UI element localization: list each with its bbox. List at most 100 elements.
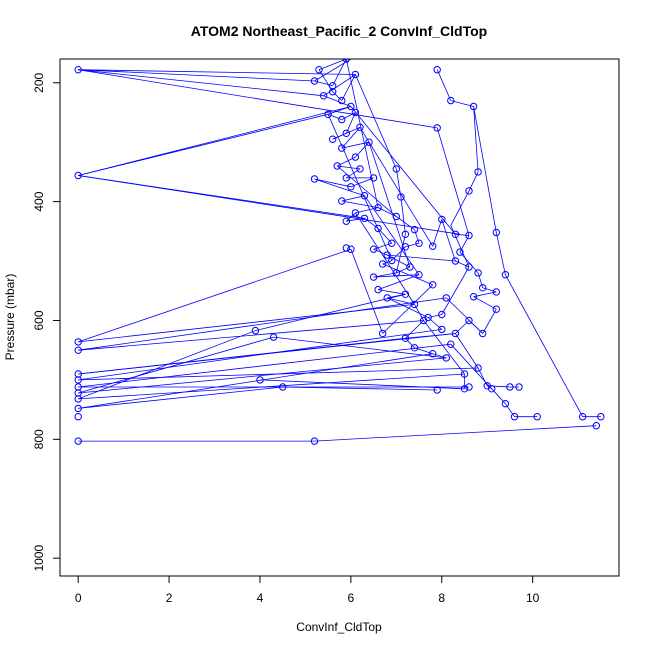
data-point xyxy=(74,376,82,384)
data-point xyxy=(438,325,446,334)
data-point xyxy=(319,92,328,100)
series-line-segment xyxy=(282,386,438,391)
data-point xyxy=(383,294,391,302)
series-line-segment xyxy=(259,379,465,390)
series-line-segment xyxy=(337,165,361,170)
x-tick-label: 0 xyxy=(75,591,82,605)
series-line-segment xyxy=(436,69,452,101)
data-point xyxy=(347,183,355,191)
series-line-segment xyxy=(364,195,420,275)
series-line-segment xyxy=(78,297,447,351)
series-line-segment xyxy=(332,126,361,140)
series-line-segment xyxy=(314,425,597,442)
series-line-segment xyxy=(78,353,433,409)
data-point xyxy=(338,144,346,152)
series-line-segment xyxy=(459,251,479,274)
series-line-segment xyxy=(395,234,406,273)
data-point xyxy=(401,243,410,251)
y-tick-label: 200 xyxy=(32,72,46,92)
series-line-segment xyxy=(450,225,470,268)
y-tick-label: 1000 xyxy=(32,545,46,572)
data-point xyxy=(329,88,337,96)
series-line-segment xyxy=(414,229,420,244)
series-line-segment xyxy=(455,260,470,268)
data-point xyxy=(365,138,373,146)
data-point xyxy=(310,437,319,445)
data-point xyxy=(351,70,360,79)
data-point xyxy=(442,354,450,362)
series-line-segment xyxy=(387,297,415,305)
data-point xyxy=(465,263,473,271)
data-point xyxy=(433,66,441,74)
data-point xyxy=(474,364,482,372)
data-point xyxy=(460,370,469,378)
data-point xyxy=(342,174,350,182)
series-line-segment xyxy=(505,403,515,417)
x-tick-label: 6 xyxy=(348,591,355,605)
series-line-segment xyxy=(350,177,374,188)
series-line-segment xyxy=(382,284,433,334)
data-point xyxy=(279,383,287,391)
data-point xyxy=(397,193,405,201)
series-line-segment xyxy=(450,100,474,107)
series-line-segment xyxy=(78,337,406,375)
data-point xyxy=(374,224,382,233)
data-point xyxy=(492,288,500,296)
data-point xyxy=(469,293,478,301)
data-point xyxy=(433,386,441,394)
series-line-segment xyxy=(405,320,424,339)
data-point xyxy=(401,290,410,298)
data-point xyxy=(433,124,441,132)
data-point xyxy=(74,395,82,403)
data-point xyxy=(342,217,350,225)
data-point xyxy=(447,96,455,105)
series-line-segment xyxy=(428,314,442,318)
data-point xyxy=(338,115,346,124)
series-line-segment xyxy=(78,69,315,82)
data-point xyxy=(342,244,350,252)
data-point xyxy=(460,385,469,393)
series-line-segment xyxy=(450,343,492,390)
data-point xyxy=(410,344,419,352)
series-line-segment xyxy=(396,266,411,274)
data-point xyxy=(74,171,82,180)
series-line-segment xyxy=(446,297,483,334)
data-point xyxy=(410,300,419,309)
data-point xyxy=(406,263,414,271)
series-line-segment xyxy=(350,106,456,235)
data-point xyxy=(356,165,364,173)
series-line-segment xyxy=(473,291,497,298)
data-point xyxy=(597,413,605,421)
data-point xyxy=(410,225,419,234)
data-point xyxy=(374,203,382,212)
data-point xyxy=(74,66,82,74)
series-line-segment xyxy=(400,196,406,235)
data-point xyxy=(442,294,450,302)
x-axis-label: ConvInf_CldTop xyxy=(296,620,382,634)
series-line-segment xyxy=(436,127,470,236)
data-point xyxy=(492,228,500,237)
series-line-segment xyxy=(377,274,420,290)
series-line-segment xyxy=(78,69,324,97)
x-tick-label: 8 xyxy=(438,591,445,605)
data-point xyxy=(451,257,460,265)
series-line-segment xyxy=(78,175,365,219)
series-line-segment xyxy=(345,59,379,208)
data-point xyxy=(310,77,319,85)
series-line-segment xyxy=(455,233,470,236)
data-point xyxy=(465,383,473,391)
data-point xyxy=(388,256,396,265)
series-line-segment xyxy=(387,254,456,262)
data-point xyxy=(360,214,369,223)
data-point xyxy=(451,329,460,338)
data-point xyxy=(369,273,378,281)
series-line-segment xyxy=(78,373,465,400)
series-line-segment xyxy=(473,106,479,172)
data-point xyxy=(474,168,482,176)
series-line-segment xyxy=(327,113,342,120)
data-point xyxy=(74,338,82,346)
data-point xyxy=(338,96,346,105)
series-line-segment xyxy=(396,216,415,230)
data-point xyxy=(251,326,260,335)
series-line-segment xyxy=(78,386,283,409)
